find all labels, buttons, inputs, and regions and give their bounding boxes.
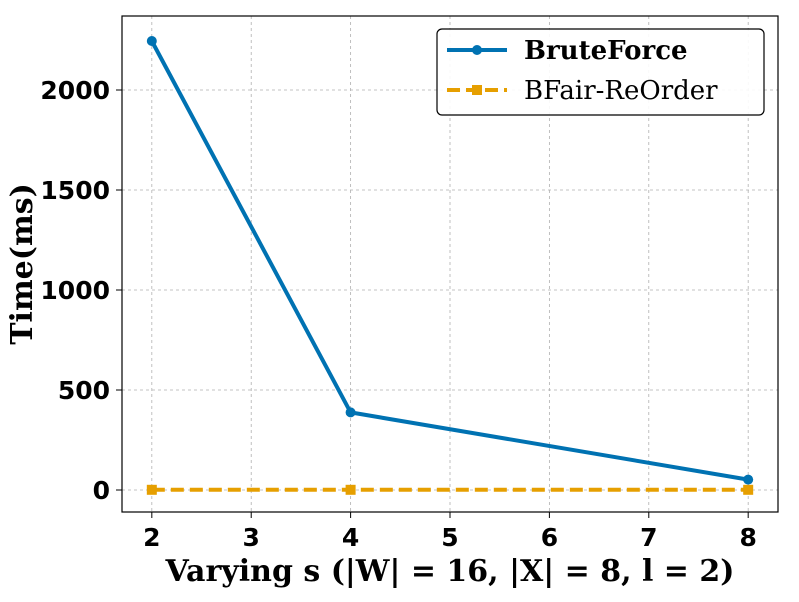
x-tick-label: 6 — [541, 523, 558, 552]
y-axis-title: Time(ms) — [5, 183, 40, 345]
y-tick-label: 1000 — [40, 276, 110, 305]
legend-label-1: BFair-ReOrder — [524, 76, 718, 106]
series-layer — [146, 36, 754, 495]
data-point — [146, 36, 157, 46]
legend-marker — [472, 85, 482, 95]
x-tick-label: 8 — [739, 523, 756, 552]
tick-layer: 2 3 4 5 6 7 8 0 500 1000 1500 2000 — [40, 76, 756, 552]
y-tick-label: 500 — [58, 376, 110, 405]
x-axis-title: Varying s (|W| = 16, |X| = 8, l = 2) — [165, 554, 735, 589]
y-tick-label: 1500 — [40, 176, 110, 205]
data-point — [146, 484, 157, 495]
data-point — [345, 484, 356, 495]
data-point — [743, 474, 754, 485]
x-tick-label: 4 — [342, 523, 359, 552]
x-tick-label: 7 — [640, 523, 657, 552]
y-tick-label: 2000 — [40, 76, 110, 105]
legend-label-0: BruteForce — [524, 36, 688, 66]
x-tick-label: 3 — [243, 523, 260, 552]
x-tick-label: 2 — [143, 523, 160, 552]
x-tick-label: 5 — [441, 523, 458, 552]
data-point — [743, 484, 754, 495]
legend-marker — [472, 45, 482, 55]
data-point — [345, 407, 356, 418]
legend-box — [436, 28, 765, 116]
y-tick-label: 0 — [93, 476, 110, 505]
legend: BruteForce BFair-ReOrder — [436, 28, 765, 116]
